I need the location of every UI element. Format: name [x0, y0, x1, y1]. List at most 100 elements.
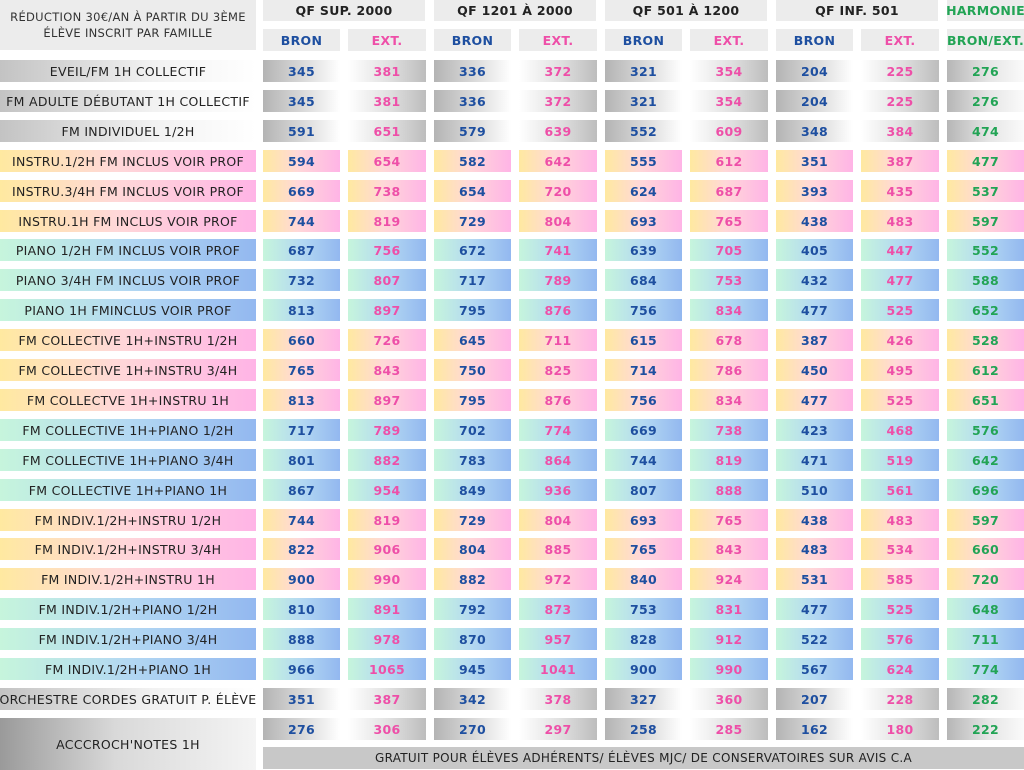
price-cell: 597 — [947, 210, 1024, 232]
price-cell: 372 — [519, 90, 597, 112]
price-cell: 582 — [434, 150, 511, 172]
price-cell: 906 — [348, 538, 426, 560]
price-cell: 870 — [434, 628, 511, 650]
price-cell: 468 — [861, 419, 939, 441]
price-cell: 483 — [861, 210, 939, 232]
price-cell: 795 — [434, 299, 511, 321]
header-qf-3: QF INF. 501 — [776, 0, 938, 21]
price-cell: 1065 — [348, 658, 426, 680]
row-label: FM COLLECTIVE 1H+INSTRU 3/4H — [0, 359, 256, 381]
price-cell: 354 — [690, 90, 768, 112]
price-cell: 888 — [263, 628, 340, 650]
row-label: FM INDIV.1/2H+INSTRU 1H — [0, 568, 256, 590]
price-cell: 936 — [519, 479, 597, 501]
price-cell: 867 — [263, 479, 340, 501]
price-cell: 684 — [605, 269, 682, 291]
price-cell: 525 — [861, 389, 939, 411]
accroch-price-cell: 162 — [776, 718, 853, 740]
price-cell: 864 — [519, 449, 597, 471]
price-cell: 648 — [947, 598, 1024, 620]
subheader-3: EXT. — [519, 29, 597, 51]
price-cell: 819 — [348, 210, 426, 232]
price-cell: 804 — [434, 538, 511, 560]
price-cell: 726 — [348, 329, 426, 351]
price-cell: 789 — [348, 419, 426, 441]
price-cell: 807 — [605, 479, 682, 501]
header-qf-2: QF 501 À 1200 — [605, 0, 767, 21]
subheader-4: BRON — [605, 29, 682, 51]
price-cell: 669 — [263, 180, 340, 202]
price-cell: 426 — [861, 329, 939, 351]
header-qf-0: QF SUP. 2000 — [263, 0, 425, 21]
price-cell: 711 — [947, 628, 1024, 650]
row-label: FM INDIV.1/2H+INSTRU 1/2H — [0, 509, 256, 531]
price-cell: 591 — [263, 120, 340, 142]
family-discount-note: RÉDUCTION 30€/AN À PARTIR DU 3ÈME ÉLÈVE I… — [0, 0, 256, 50]
price-cell: 669 — [605, 419, 682, 441]
price-cell: 756 — [605, 389, 682, 411]
price-cell: 435 — [861, 180, 939, 202]
price-cell: 717 — [434, 269, 511, 291]
price-cell: 720 — [519, 180, 597, 202]
price-cell: 612 — [690, 150, 768, 172]
price-cell: 693 — [605, 509, 682, 531]
row-label: FM INDIV.1/2H+PIANO 1H — [0, 658, 256, 680]
price-cell: 1041 — [519, 658, 597, 680]
price-cell: 819 — [348, 509, 426, 531]
price-cell: 477 — [776, 598, 853, 620]
price-cell: 652 — [947, 299, 1024, 321]
price-cell: 765 — [690, 509, 768, 531]
price-cell: 792 — [434, 598, 511, 620]
price-cell: 765 — [263, 359, 340, 381]
price-cell: 483 — [861, 509, 939, 531]
accroch-price-cell: 297 — [519, 718, 597, 740]
price-cell: 360 — [690, 688, 768, 710]
header-qf-1: QF 1201 À 2000 — [434, 0, 596, 21]
price-cell: 510 — [776, 479, 853, 501]
price-cell: 765 — [605, 538, 682, 560]
price-cell: 528 — [947, 329, 1024, 351]
price-cell: 957 — [519, 628, 597, 650]
price-cell: 354 — [690, 60, 768, 82]
price-cell: 654 — [434, 180, 511, 202]
price-cell: 810 — [263, 598, 340, 620]
price-cell: 525 — [861, 598, 939, 620]
price-cell: 783 — [434, 449, 511, 471]
row-label: FM INDIV.1/2H+INSTRU 3/4H — [0, 538, 256, 560]
price-cell: 660 — [263, 329, 340, 351]
price-cell: 348 — [776, 120, 853, 142]
price-cell: 225 — [861, 90, 939, 112]
price-cell: 381 — [348, 60, 426, 82]
row-label: FM COLLECTVE 1H+INSTRU 1H — [0, 389, 256, 411]
price-cell: 282 — [947, 688, 1024, 710]
row-label: FM INDIVIDUEL 1/2H — [0, 120, 256, 142]
price-cell: 804 — [519, 509, 597, 531]
price-cell: 579 — [434, 120, 511, 142]
price-cell: 843 — [348, 359, 426, 381]
price-cell: 405 — [776, 239, 853, 261]
price-cell: 225 — [861, 60, 939, 82]
price-cell: 351 — [263, 688, 340, 710]
price-cell: 522 — [776, 628, 853, 650]
price-cell: 651 — [348, 120, 426, 142]
price-cell: 705 — [690, 239, 768, 261]
price-cell: 474 — [947, 120, 1024, 142]
price-cell: 567 — [776, 658, 853, 680]
row-label: FM INDIV.1/2H+PIANO 1/2H — [0, 598, 256, 620]
row-label: PIANO 1H FMINCLUS VOIR PROF — [0, 299, 256, 321]
price-cell: 624 — [605, 180, 682, 202]
price-cell: 966 — [263, 658, 340, 680]
price-cell: 831 — [690, 598, 768, 620]
price-cell: 819 — [690, 449, 768, 471]
price-cell: 696 — [947, 479, 1024, 501]
accroch-price-cell: 306 — [348, 718, 426, 740]
price-cell: 654 — [348, 150, 426, 172]
price-cell: 393 — [776, 180, 853, 202]
accroch-price-cell: 180 — [861, 718, 939, 740]
price-cell: 438 — [776, 210, 853, 232]
price-cell: 204 — [776, 90, 853, 112]
price-cell: 849 — [434, 479, 511, 501]
price-cell: 732 — [263, 269, 340, 291]
price-cell: 687 — [263, 239, 340, 261]
price-cell: 477 — [861, 269, 939, 291]
